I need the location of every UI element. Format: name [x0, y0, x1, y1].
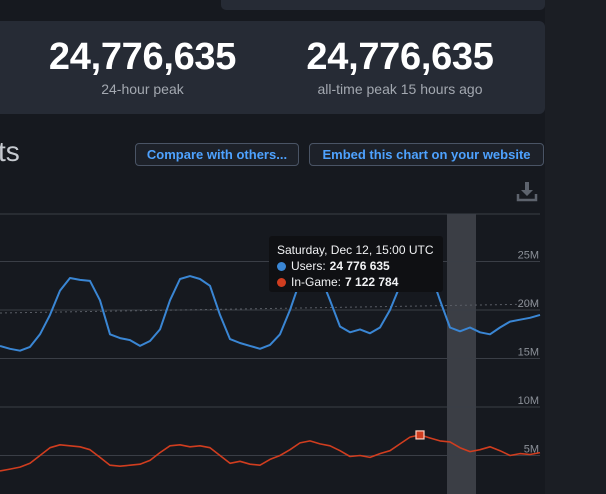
- ingame-line: [0, 434, 541, 472]
- users-line: [0, 262, 541, 352]
- tooltip-ingame-label: In-Game:: [291, 275, 342, 289]
- tooltip-ingame-row: In-Game: 7 122 784: [277, 274, 435, 290]
- y-tick-label: 20M: [518, 298, 539, 310]
- page-right-gutter: [545, 0, 606, 494]
- top-card: [221, 0, 545, 10]
- stat-24h-peak-label: 24-hour peak: [101, 81, 184, 97]
- y-tick-label: 15M: [518, 347, 539, 359]
- users-legend-dot: [277, 261, 286, 271]
- ingame-legend-dot: [277, 277, 286, 287]
- y-tick-label: 25M: [518, 250, 539, 262]
- chart-grid: [0, 261, 540, 456]
- chart-series: [0, 262, 541, 472]
- stats-card: 24,776,635 24-hour peak 24,776,635 all-t…: [0, 21, 545, 114]
- stat-24h-peak: 24,776,635 24-hour peak: [30, 35, 255, 97]
- stat-all-time-peak-value: 24,776,635: [306, 36, 494, 78]
- y-axis-ticks: 25M 20M 15M 10M 5M: [518, 250, 539, 456]
- chart-reference-line: [0, 303, 541, 314]
- stat-24h-peak-value: 24,776,635: [48, 36, 237, 78]
- tooltip-users-label: Users:: [291, 259, 326, 273]
- compare-button[interactable]: Compare with others...: [135, 143, 299, 166]
- chart-tooltip: Saturday, Dec 12, 15:00 UTC Users: 24 77…: [269, 236, 443, 292]
- tooltip-ingame-value: 7 122 784: [345, 275, 399, 289]
- section-title: ts: [0, 136, 20, 167]
- hover-highlight-band: [447, 214, 476, 494]
- stat-all-time-peak: 24,776,635 all-time peak 15 hours ago: [285, 35, 515, 97]
- stat-all-time-peak-label: all-time peak 15 hours ago: [317, 81, 483, 97]
- download-icon[interactable]: [516, 180, 538, 202]
- tooltip-date: Saturday, Dec 12, 15:00 UTC: [277, 243, 434, 257]
- embed-chart-button[interactable]: Embed this chart on your website: [309, 143, 544, 166]
- tooltip-users-value: 24 776 635: [329, 259, 390, 273]
- ingame-highlight-point: [415, 430, 425, 440]
- y-tick-label: 5M: [524, 444, 539, 456]
- tooltip-users-row: Users: 24 776 635: [277, 258, 435, 274]
- y-tick-label: 10M: [518, 395, 539, 407]
